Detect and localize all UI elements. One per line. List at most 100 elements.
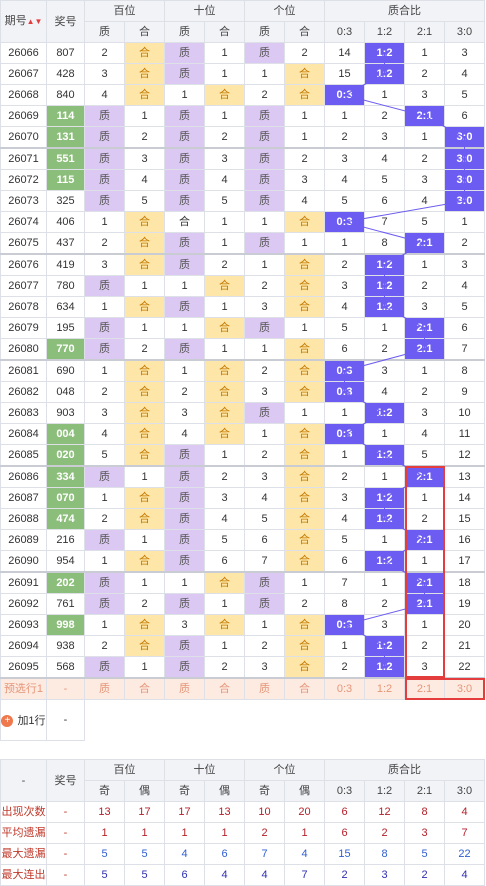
table-row: 26094 938 2 合质 1 2 合 1 1:2 2 21 — [0, 635, 485, 657]
ratio-cell: 1 — [404, 126, 445, 149]
composite-miss-cell: 1 — [124, 275, 165, 297]
ratio-cell: 16 — [444, 529, 485, 551]
stats-group-header: 十位 — [164, 759, 245, 781]
stats-value: 1 — [84, 822, 125, 844]
stats-value: 8 — [364, 843, 405, 865]
stats-value: 1 — [284, 822, 325, 844]
ratio-cell: 2 — [324, 656, 365, 679]
ratio-cell: 4 — [324, 296, 365, 318]
ratio-cell: 4 — [444, 63, 485, 85]
period-cell: 26071 — [0, 147, 47, 170]
prime-miss-cell: 1 — [244, 614, 285, 636]
prime-miss-cell: 6 — [244, 529, 285, 551]
predict-row[interactable]: 预选行1- 质合质合质合 0:3 1:2 2:1 3:0 — [0, 677, 485, 700]
table-row: 26074 406 1 合合 1 1 合 0:3 7 5 1 — [0, 211, 485, 233]
ratio-cell: 2:1 — [404, 232, 445, 255]
ratio-cell: 5 — [444, 296, 485, 318]
predict-label[interactable]: 预选行1 — [0, 677, 47, 700]
ratio-cell: 1:2 — [364, 253, 405, 276]
ratio-cell: 6 — [324, 338, 365, 361]
stats-value: 4 — [164, 843, 205, 865]
prime-miss-cell: 1 — [84, 359, 125, 382]
ratio-cell: 1 — [364, 317, 405, 339]
predict-cell[interactable]: 质 — [244, 677, 285, 700]
stats-row: 平均遗漏 -1 1 1 1 2 1 6 2 3 7 — [0, 822, 485, 844]
composite-miss-cell: 4 — [284, 190, 325, 212]
composite-miss-cell: 1 — [204, 232, 245, 255]
period-header[interactable]: 期号▲▼ — [0, 0, 47, 43]
ratio-cell: 8 — [444, 359, 485, 382]
prime-cell: 质 — [244, 126, 285, 149]
prime-cell: 质 — [164, 105, 205, 127]
period-cell: 26091 — [0, 571, 47, 594]
predict-cell[interactable]: 质 — [84, 677, 125, 700]
stats-sub-header: 偶 — [204, 780, 245, 802]
sort-arrows-icon[interactable]: ▲▼ — [26, 17, 43, 26]
ratio-col-header: 0:3 — [324, 21, 365, 43]
composite-miss-cell: 1 — [284, 232, 325, 255]
period-cell: 26073 — [0, 190, 47, 212]
ratio-cell: 2:1 — [404, 317, 445, 339]
ratio-cell: 3 — [364, 359, 405, 382]
prime-cell: 质 — [164, 169, 205, 191]
ratio-cell: 3 — [404, 402, 445, 424]
composite-cell: 合 — [124, 253, 165, 276]
prime-miss-cell: 1 — [84, 550, 125, 573]
ratio-cell: 0:3 — [324, 211, 365, 233]
prime-miss-cell: 3 — [244, 381, 285, 403]
ratio-cell: 1 — [324, 402, 365, 424]
composite-cell: 合 — [284, 423, 325, 445]
prize-cell: 690 — [46, 359, 85, 382]
composite-cell: 合 — [124, 63, 165, 85]
prize-cell: 070 — [46, 487, 85, 509]
prize-cell: 334 — [46, 465, 85, 488]
predict-ratio[interactable]: 2:1 — [404, 677, 445, 700]
composite-cell: 合 — [204, 359, 245, 382]
predict-ratio[interactable]: 3:0 — [444, 677, 485, 700]
stats-sub-header: 奇 — [244, 780, 285, 802]
prime-cell: 质 — [84, 338, 125, 361]
composite-miss-cell: 1 — [124, 571, 165, 594]
ratio-cell: 1:2 — [364, 42, 405, 64]
composite-cell: 合 — [284, 529, 325, 551]
stats-value: 6 — [164, 864, 205, 886]
ratio-cell: 14 — [444, 487, 485, 509]
stats-dash-cell: - — [46, 822, 85, 844]
ratio-col-header: 1:2 — [364, 21, 405, 43]
ratio-cell: 1:2 — [364, 550, 405, 573]
prize-cell: 551 — [46, 147, 85, 170]
table-row: 26093 998 1 合 3 合 1 合 0:3 3 1 20 — [0, 614, 485, 636]
stats-value: 5 — [84, 843, 125, 865]
stats-value: 13 — [84, 801, 125, 823]
composite-cell: 合 — [124, 423, 165, 445]
stats-label: 最大连出 — [0, 864, 47, 886]
prize-cell: 114 — [46, 105, 85, 127]
composite-cell: 合 — [284, 635, 325, 657]
composite-miss-cell: 2 — [204, 126, 245, 149]
composite-cell: 合 — [124, 508, 165, 530]
ratio-cell: 3 — [364, 614, 405, 636]
stats-sub-header: 奇 — [84, 780, 125, 802]
ratio-cell: 7 — [364, 211, 405, 233]
sub-header-composite: 合 — [124, 21, 165, 43]
ratio-cell: 3 — [404, 84, 445, 106]
prize-cell: 634 — [46, 296, 85, 318]
ratio-cell: 1:2 — [364, 656, 405, 679]
ratio-cell: 1 — [324, 105, 365, 127]
predict-cell[interactable]: 合 — [284, 677, 325, 700]
prize-cell: 004 — [46, 423, 85, 445]
add-row-button[interactable]: + 加1行 — [0, 699, 47, 741]
prize-cell: 474 — [46, 508, 85, 530]
table-row: 26071 551 质 3 质 3 质 2 3 4 2 3:0 — [0, 147, 485, 170]
stats-value: 6 — [204, 843, 245, 865]
ratio-cell: 2 — [364, 105, 405, 127]
prime-miss-cell: 3 — [164, 614, 205, 636]
predict-cell[interactable]: 合 — [124, 677, 165, 700]
ratio-cell: 3:0 — [444, 190, 485, 212]
composite-miss-cell: 1 — [284, 317, 325, 339]
predict-cell[interactable]: 质 — [164, 677, 205, 700]
predict-ratio[interactable]: 1:2 — [364, 677, 405, 700]
predict-cell[interactable]: 合 — [204, 677, 245, 700]
spacer — [1, 741, 485, 760]
predict-ratio[interactable]: 0:3 — [324, 677, 365, 700]
